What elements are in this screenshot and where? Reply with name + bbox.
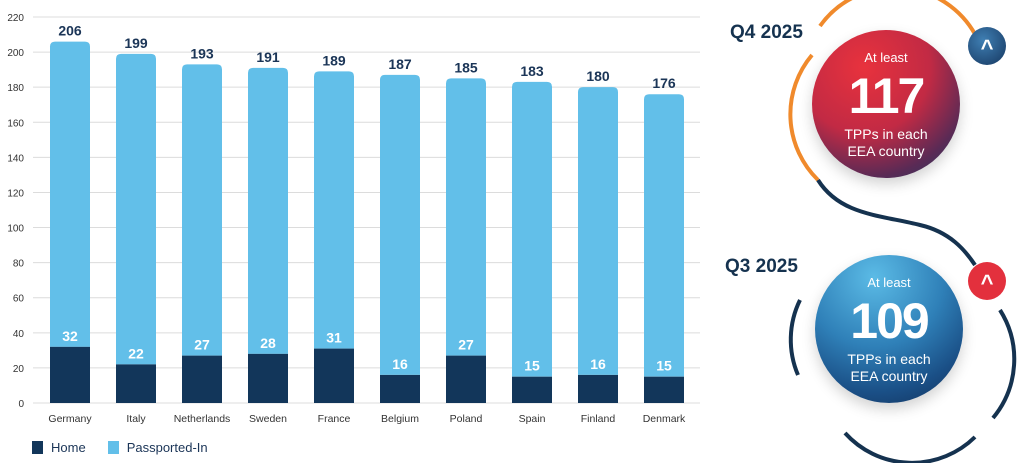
- x-tick-label: Poland: [450, 413, 483, 425]
- x-tick-label: France: [318, 413, 351, 425]
- chevron-up-icon: ^: [968, 27, 1006, 65]
- home-value-label: 32: [62, 328, 78, 344]
- chevron-up-icon: ^: [968, 262, 1006, 300]
- total-value-label: 185: [454, 59, 478, 75]
- legend-item-home: Home: [32, 440, 86, 455]
- y-tick-label: 200: [7, 48, 24, 59]
- q3-prefix: At least: [867, 275, 911, 290]
- total-value-label: 180: [586, 68, 610, 84]
- home-value-label: 16: [392, 356, 408, 372]
- bar-home: [182, 355, 222, 403]
- home-value-label: 15: [656, 358, 672, 374]
- total-value-label: 187: [388, 56, 412, 72]
- q3-suffix-1: TPPs in each: [847, 351, 931, 367]
- y-tick-label: 100: [7, 224, 24, 235]
- chart-legend: Home Passported-In: [32, 440, 208, 455]
- home-value-label: 22: [128, 345, 144, 361]
- home-value-label: 31: [326, 330, 342, 346]
- total-value-label: 176: [652, 75, 676, 91]
- y-tick-label: 220: [7, 13, 24, 24]
- x-tick-label: Italy: [126, 413, 146, 425]
- legend-label-passported: Passported-In: [126, 440, 208, 455]
- y-tick-label: 80: [13, 259, 25, 270]
- y-tick-label: 160: [7, 118, 24, 129]
- home-value-label: 27: [458, 337, 474, 353]
- total-value-label: 183: [520, 63, 544, 79]
- bar-passported-in: [50, 41, 90, 347]
- q4-suffix-2: EEA country: [847, 143, 925, 159]
- bar-home: [116, 364, 156, 403]
- home-value-label: 27: [194, 337, 210, 353]
- q3-value: 109: [850, 293, 929, 349]
- q3-label: Q3 2025: [725, 256, 798, 277]
- y-tick-label: 120: [7, 188, 24, 199]
- bar-home: [314, 348, 354, 403]
- home-value-label: 16: [590, 356, 606, 372]
- x-tick-label: Spain: [519, 413, 546, 425]
- total-value-label: 191: [256, 49, 280, 65]
- q4-prefix: At least: [864, 50, 908, 65]
- bar-passported-in: [248, 67, 288, 354]
- home-value-label: 15: [524, 358, 540, 374]
- q4-stat-circle: At least 117 TPPs in each EEA country: [812, 30, 960, 178]
- bar-home: [578, 374, 618, 403]
- q4-suffix-1: TPPs in each: [844, 126, 928, 142]
- total-value-label: 193: [190, 45, 214, 61]
- y-tick-label: 20: [13, 364, 25, 375]
- x-tick-label: Belgium: [381, 413, 419, 425]
- legend-item-passported: Passported-In: [107, 440, 208, 455]
- q4-value: 117: [848, 68, 926, 124]
- q3-stat-circle: At least 109 TPPs in each EEA country: [815, 255, 963, 403]
- bar-passported-in: [116, 53, 156, 365]
- bar-home: [446, 355, 486, 403]
- bar-passported-in: [380, 74, 420, 375]
- y-tick-label: 180: [7, 83, 24, 94]
- legend-label-home: Home: [51, 440, 86, 455]
- x-tick-label: Netherlands: [174, 413, 231, 425]
- bar-passported-in: [446, 78, 486, 356]
- q4-label: Q4 2025: [730, 22, 803, 43]
- y-tick-label: 0: [18, 399, 24, 410]
- bar-home: [644, 376, 684, 403]
- total-value-label: 189: [322, 52, 346, 68]
- bar-passported-in: [644, 94, 684, 377]
- legend-swatch-home: [32, 441, 43, 454]
- total-value-label: 199: [124, 35, 148, 51]
- y-tick-label: 60: [13, 294, 25, 305]
- x-tick-label: Sweden: [249, 413, 287, 425]
- total-value-label: 206: [58, 23, 82, 39]
- legend-swatch-passported: [107, 441, 119, 454]
- bar-home: [248, 353, 288, 403]
- x-tick-label: Germany: [48, 413, 92, 425]
- y-tick-label: 40: [13, 329, 25, 340]
- bar-passported-in: [182, 64, 222, 356]
- x-tick-label: Denmark: [643, 413, 686, 425]
- bar-home: [512, 376, 552, 403]
- bar-passported-in: [512, 81, 552, 377]
- stacked-bar-chart: 0 20 40 60 80 100 120 140 160 180 200 220 32 206 Germa…: [7, 13, 700, 425]
- bar-home: [50, 346, 90, 403]
- q3-suffix-2: EEA country: [850, 368, 928, 384]
- home-value-label: 28: [260, 335, 276, 351]
- y-tick-label: 140: [7, 153, 24, 164]
- bar-passported-in: [578, 87, 618, 375]
- x-tick-label: Finland: [581, 413, 616, 425]
- bar-passported-in: [314, 71, 354, 349]
- bar-home: [380, 374, 420, 403]
